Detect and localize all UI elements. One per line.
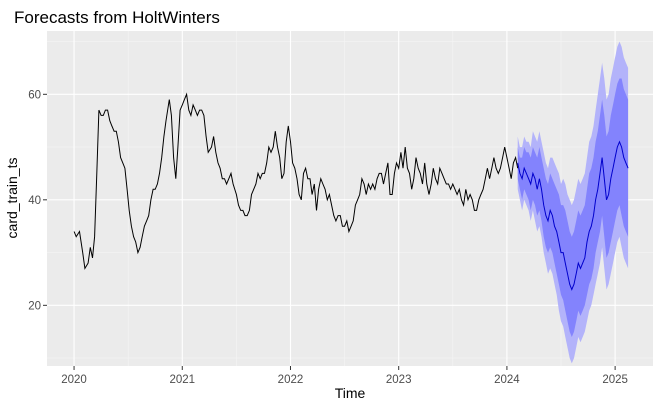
x-tick-label: 2021 [169,374,195,386]
y-tick-label: 20 [28,300,41,312]
chart-title: Forecasts from HoltWinters [14,8,220,27]
y-axis: 20 40 60 [28,89,47,312]
band-80 [517,78,629,337]
x-axis: 2020 2021 2022 2023 2024 2025 [61,366,628,386]
history-line [73,92,519,270]
y-tick-label: 60 [28,89,41,101]
y-tick-label: 40 [28,195,41,207]
series-lines [73,92,629,291]
x-tick-label: 2024 [494,374,520,386]
forecast-bands [517,41,629,364]
x-tick-label: 2025 [602,374,628,386]
x-axis-title: Time [335,385,366,401]
y-axis-title: card_train_ts [4,158,20,239]
x-tick-label: 2020 [61,374,87,386]
x-tick-label: 2023 [386,374,412,386]
x-tick-label: 2022 [278,374,304,386]
forecast-mean-line [517,140,629,291]
